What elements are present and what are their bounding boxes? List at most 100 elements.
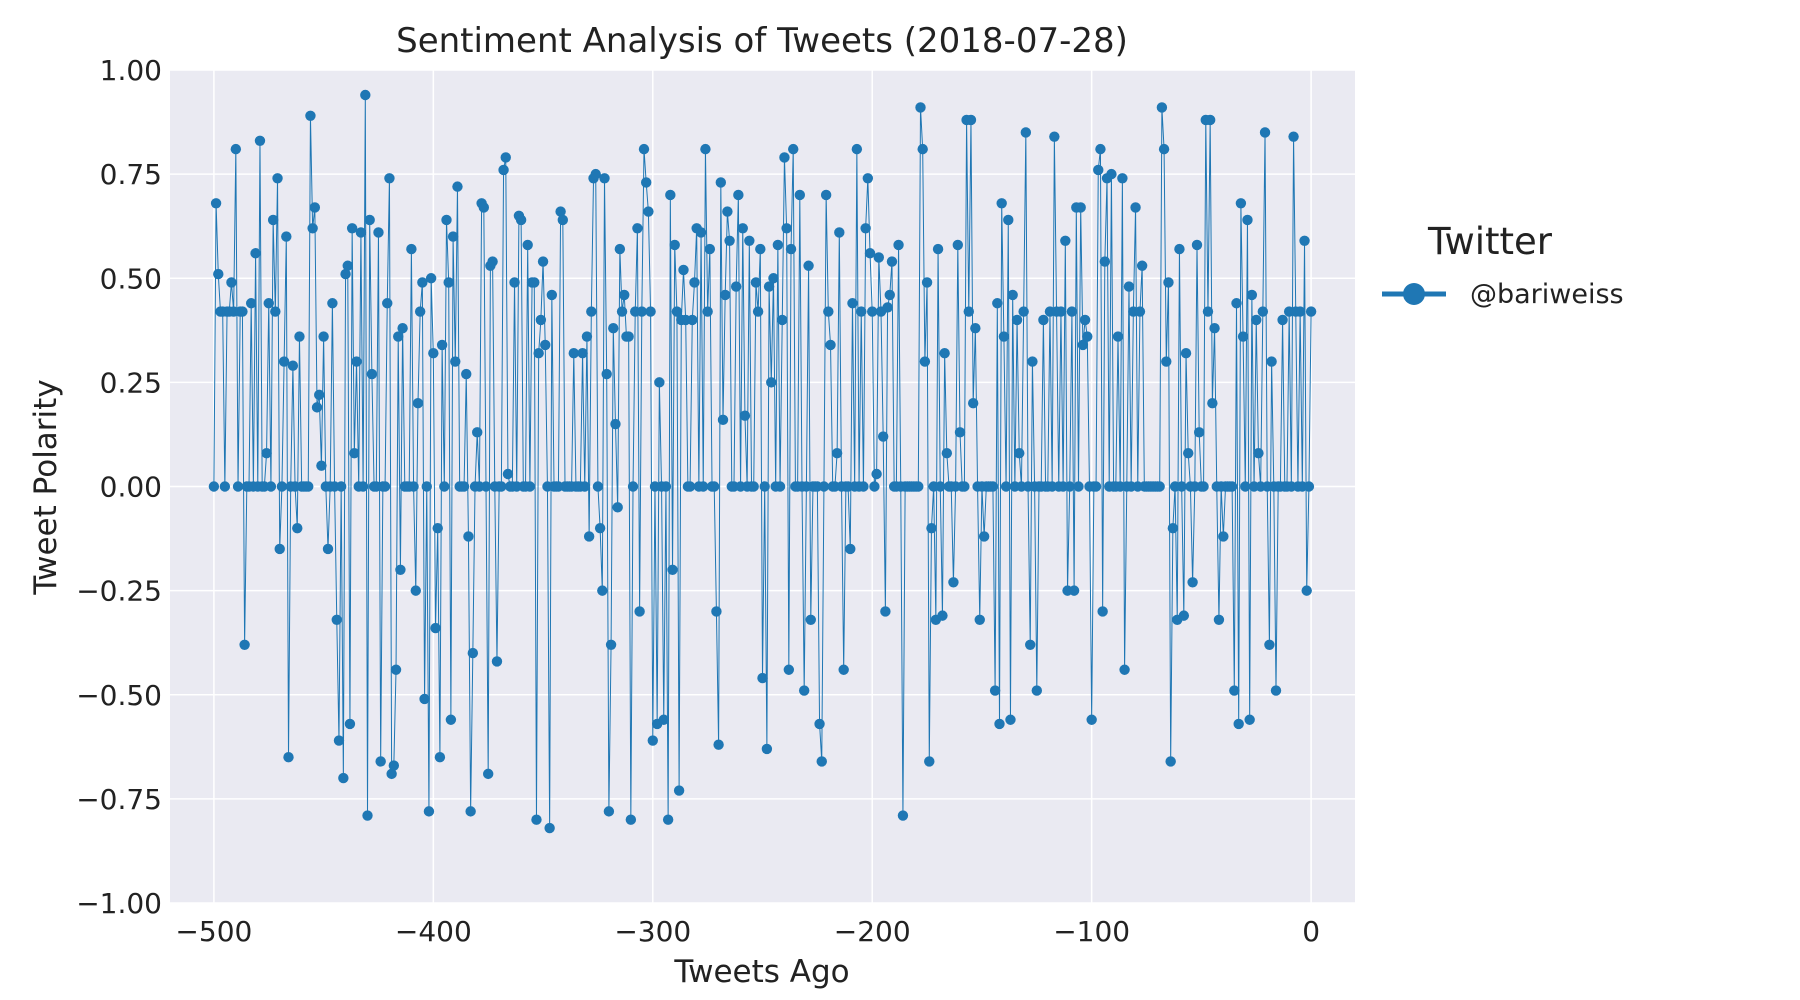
x-axis-title: Tweets Ago [673, 954, 849, 990]
data-point [818, 481, 830, 492]
data-point [346, 223, 358, 234]
data-point [531, 814, 542, 825]
data-point [805, 614, 816, 625]
data-point [704, 243, 716, 255]
data-point [430, 622, 441, 634]
data-point [305, 110, 316, 122]
x-tick-label: −300 [614, 915, 691, 948]
data-point [421, 481, 432, 492]
data-point [823, 306, 834, 317]
data-point [1082, 331, 1093, 342]
data-point [482, 768, 494, 780]
data-point [893, 239, 904, 251]
data-point [375, 756, 386, 767]
data-point [261, 447, 272, 459]
data-point [1305, 306, 1317, 317]
data-point [737, 223, 748, 234]
data-point [340, 268, 351, 280]
data-point [267, 214, 279, 226]
data-point [665, 189, 676, 201]
data-point [1158, 143, 1170, 155]
data-point [1000, 481, 1012, 492]
data-point [1303, 481, 1315, 492]
data-point [634, 606, 645, 617]
data-point [362, 810, 373, 821]
data-point [1231, 298, 1242, 309]
data-point [432, 522, 443, 534]
data-point [467, 647, 479, 659]
data-point [959, 481, 970, 492]
data-point [540, 339, 551, 351]
data-point [537, 256, 549, 267]
data-point [658, 714, 669, 725]
data-point [384, 173, 395, 184]
data-point [364, 214, 375, 226]
data-point [919, 356, 931, 367]
data-point [419, 693, 430, 705]
data-point [1246, 289, 1258, 301]
data-point [1025, 639, 1036, 650]
data-point [1099, 256, 1111, 267]
data-point [860, 223, 871, 234]
data-point [619, 289, 630, 301]
data-point [1242, 214, 1253, 226]
data-point [445, 714, 457, 725]
data-point [515, 214, 527, 226]
data-point [862, 173, 874, 184]
data-point [816, 756, 827, 767]
data-point [410, 585, 421, 596]
data-point [757, 672, 768, 684]
data-point [869, 481, 880, 492]
data-point [994, 718, 1005, 730]
data-point [1244, 714, 1255, 725]
data-point [583, 531, 595, 542]
data-point [491, 656, 503, 667]
data-point [820, 189, 832, 201]
data-point [465, 806, 476, 817]
data-point [213, 268, 224, 280]
data-point [1049, 131, 1060, 142]
data-point [434, 752, 446, 763]
data-point [1112, 331, 1124, 342]
data-point [1257, 306, 1269, 317]
data-point [355, 227, 367, 238]
data-point [522, 239, 533, 251]
data-point [1204, 114, 1216, 126]
data-point [1079, 314, 1091, 326]
data-point [342, 260, 353, 271]
data-point [270, 306, 281, 317]
data-point [331, 614, 342, 625]
data-point [1229, 685, 1240, 696]
data-point [1003, 214, 1014, 226]
data-point [239, 639, 250, 650]
data-point [452, 181, 463, 192]
data-point [309, 202, 321, 213]
data-point [856, 306, 867, 317]
data-point [1233, 718, 1244, 730]
data-point [423, 806, 435, 817]
data-point [1064, 481, 1075, 492]
data-point [382, 298, 393, 309]
x-tick-label: −500 [175, 915, 252, 948]
data-point [785, 243, 797, 255]
data-point [1178, 610, 1190, 621]
data-point [965, 114, 977, 126]
data-point [1134, 306, 1146, 317]
data-point [594, 522, 606, 534]
data-point [461, 368, 472, 380]
data-point [1193, 427, 1205, 438]
data-point [417, 277, 428, 288]
data-point [711, 606, 722, 617]
data-point [311, 402, 323, 413]
data-point [557, 214, 569, 226]
data-point [715, 177, 727, 188]
data-point [395, 564, 406, 575]
data-point [871, 468, 882, 480]
data-point [1183, 447, 1194, 459]
data-point [388, 760, 400, 771]
data-point [322, 543, 334, 555]
data-point [436, 339, 448, 351]
data-point [939, 348, 950, 359]
data-point [272, 173, 283, 184]
